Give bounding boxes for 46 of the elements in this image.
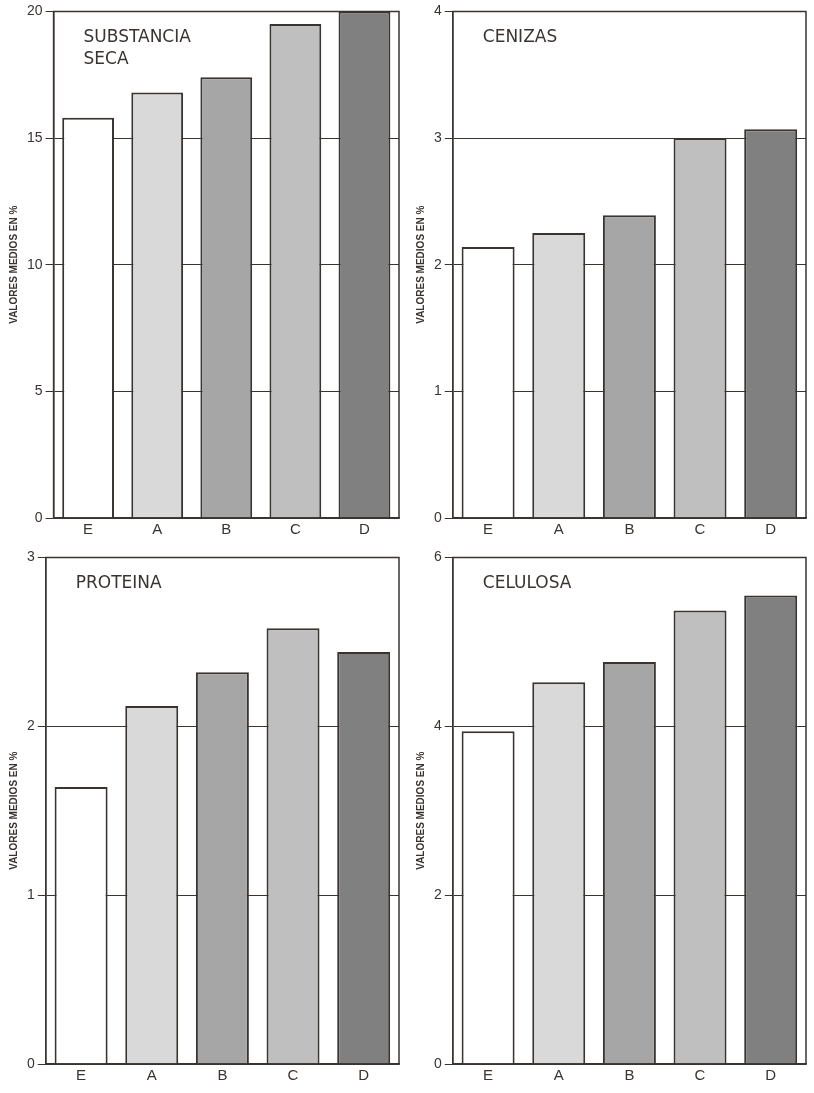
y-tick-label: 2 xyxy=(433,255,442,272)
y-axis-title: VALORES MEDIOS EN % xyxy=(7,205,19,324)
y-tick-label: 20 xyxy=(26,2,43,19)
x-tick-label: E xyxy=(483,1066,494,1084)
text: CENIZAS xyxy=(482,26,558,47)
x-tick-label: A xyxy=(146,1066,157,1084)
y-tick-label: 1 xyxy=(433,382,442,399)
x-tick-label: A xyxy=(152,520,163,538)
y-tick-label: 2 xyxy=(433,885,442,902)
x-tick-label: A xyxy=(553,520,564,538)
x-tick-label: B xyxy=(624,1066,635,1084)
y-tick-label: 0 xyxy=(433,508,442,525)
x-tick-label: D xyxy=(765,520,777,538)
y-tick-label: 1 xyxy=(26,885,35,902)
text: PROTEINA xyxy=(75,572,163,593)
x-tick-label: B xyxy=(624,520,635,538)
y-tick-label: 4 xyxy=(433,717,442,734)
y-axis-title: VALORES MEDIOS EN % xyxy=(414,751,426,870)
y-tick-label: 5 xyxy=(34,382,43,399)
text: CELULOSA xyxy=(482,572,572,593)
y-tick-label: 4 xyxy=(433,2,442,19)
y-axis-title: VALORES MEDIOS EN % xyxy=(7,751,19,870)
y-tick-label: 15 xyxy=(26,128,43,145)
y-tick-label: 6 xyxy=(433,548,442,565)
text: SUBSTANCIA SECA xyxy=(83,26,192,69)
x-tick-label: B xyxy=(221,520,232,538)
x-tick-label: A xyxy=(553,1066,564,1084)
y-tick-label: 3 xyxy=(433,128,442,145)
y-tick-label: 10 xyxy=(26,255,43,272)
y-axis-title: VALORES MEDIOS EN % xyxy=(414,205,426,324)
y-tick-label: 3 xyxy=(26,548,35,565)
x-tick-label: C xyxy=(694,1066,706,1084)
x-tick-label: E xyxy=(483,520,494,538)
y-tick-label: 2 xyxy=(26,717,35,734)
y-tick-label: 0 xyxy=(26,1054,35,1071)
x-tick-label: E xyxy=(76,1066,87,1084)
x-tick-label: C xyxy=(289,520,301,538)
x-tick-label: D xyxy=(358,1066,370,1084)
y-tick-label: 0 xyxy=(433,1054,442,1071)
x-tick-label: B xyxy=(217,1066,228,1084)
x-tick-label: C xyxy=(694,520,706,538)
x-tick-label: E xyxy=(83,520,94,538)
x-tick-label: D xyxy=(359,520,371,538)
y-tick-label: 0 xyxy=(34,508,43,525)
x-tick-label: D xyxy=(765,1066,777,1084)
x-tick-label: C xyxy=(287,1066,299,1084)
